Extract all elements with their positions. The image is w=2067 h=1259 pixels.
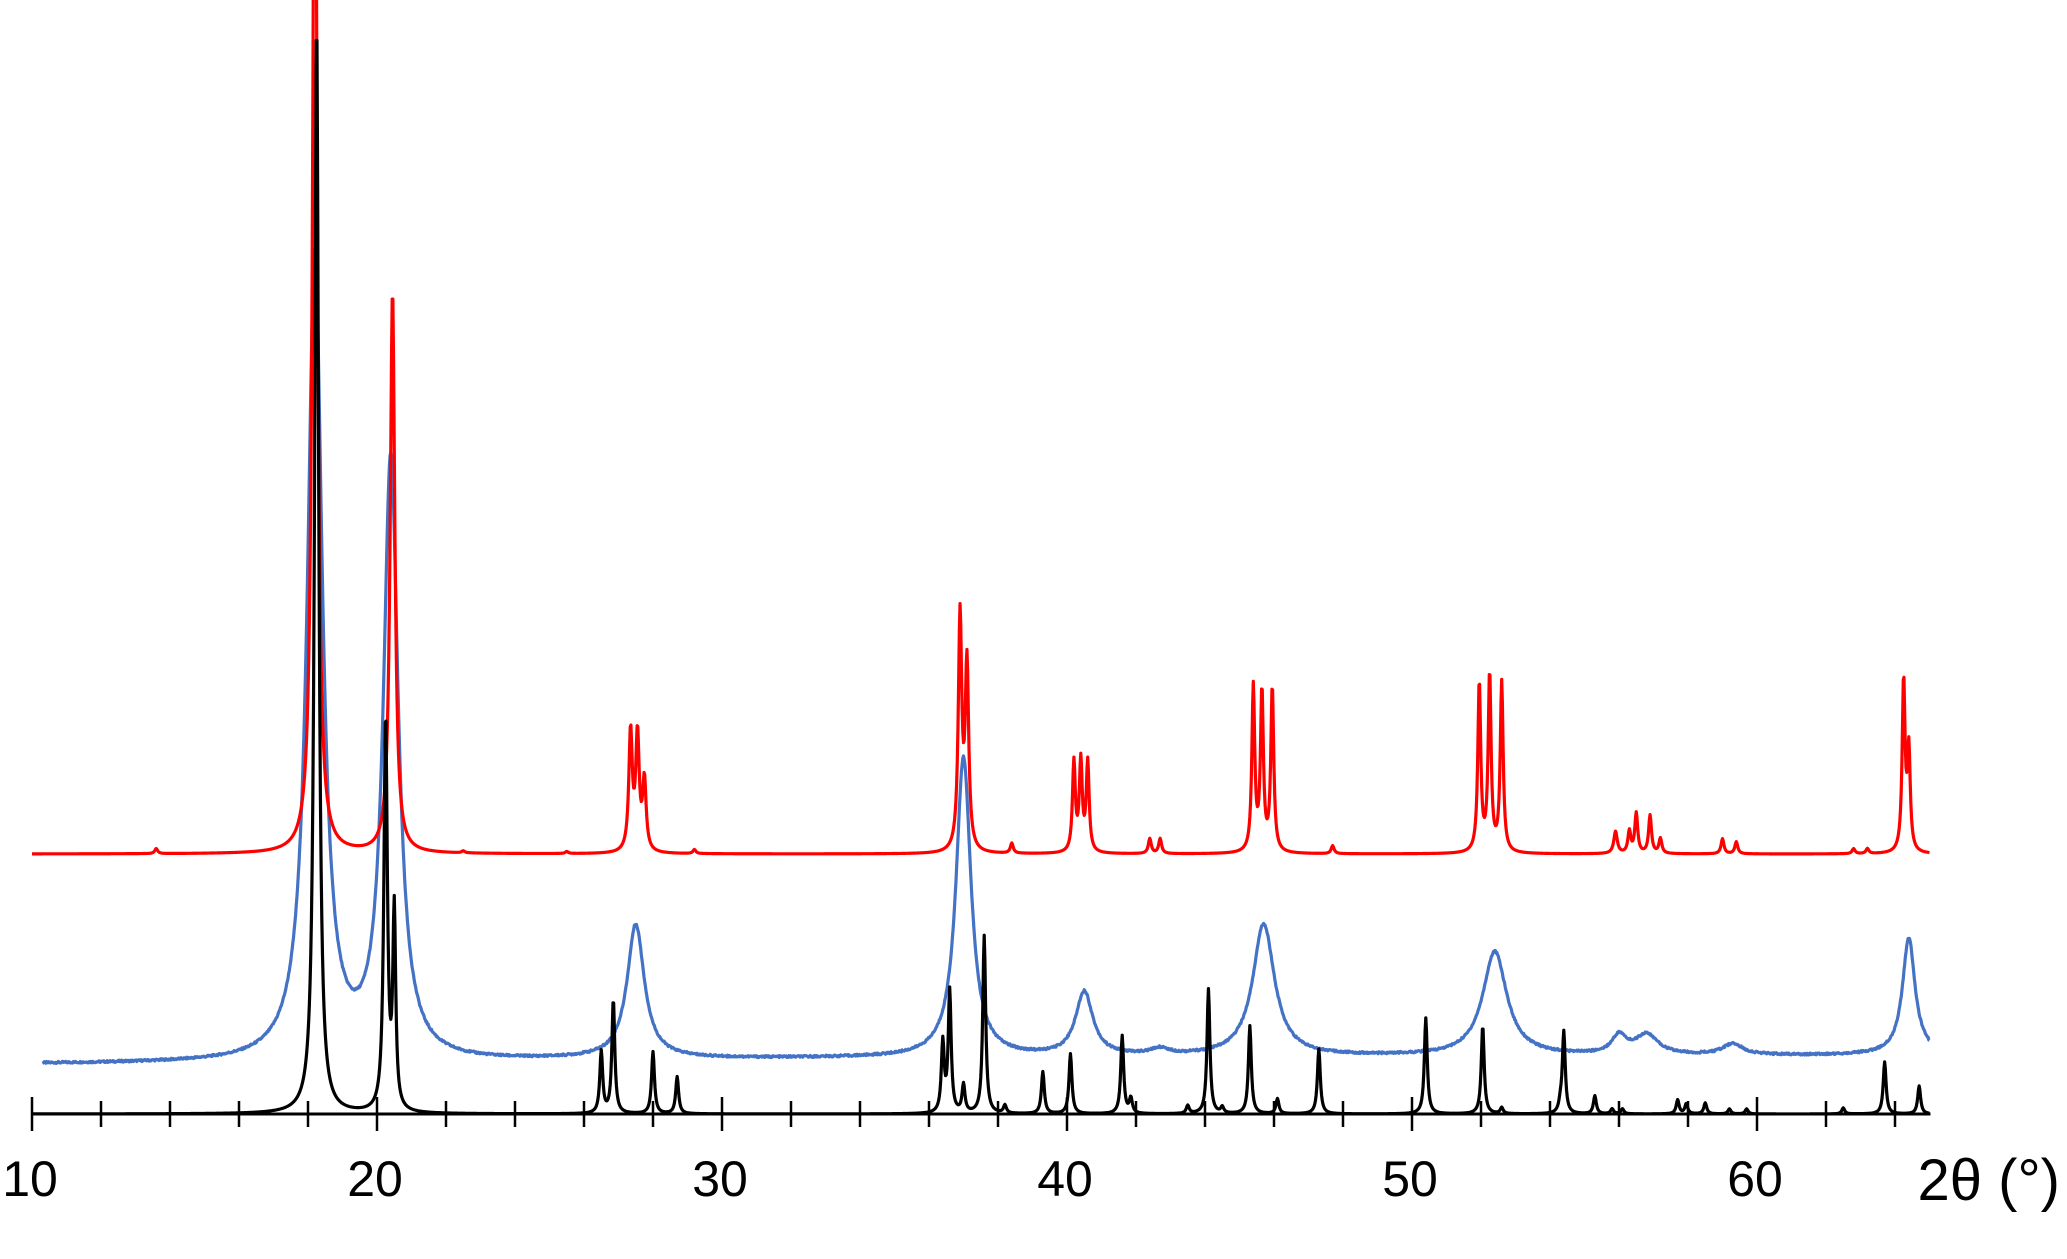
x-tick-label: 40 (1037, 1151, 1093, 1207)
x-tick-label: 50 (1382, 1151, 1438, 1207)
diffraction-trace-2 (31, 0, 1931, 856)
x-tick-label: 30 (692, 1151, 748, 1207)
x-axis-ticks (30, 1097, 1897, 1131)
x-tick-label: 60 (1727, 1151, 1783, 1207)
x-axis-title: 2θ (°) (1918, 1148, 2060, 1213)
x-axis: 10 20 30 40 50 60 2θ (°) (2, 1097, 2060, 1213)
series-layer (31, 0, 1931, 1116)
diffraction-trace-3 (31, 38, 1931, 1116)
x-tick-label: 10 (2, 1151, 58, 1207)
x-tick-label: 20 (347, 1151, 403, 1207)
x-axis-tick-labels: 10 20 30 40 50 60 (2, 1151, 1783, 1207)
